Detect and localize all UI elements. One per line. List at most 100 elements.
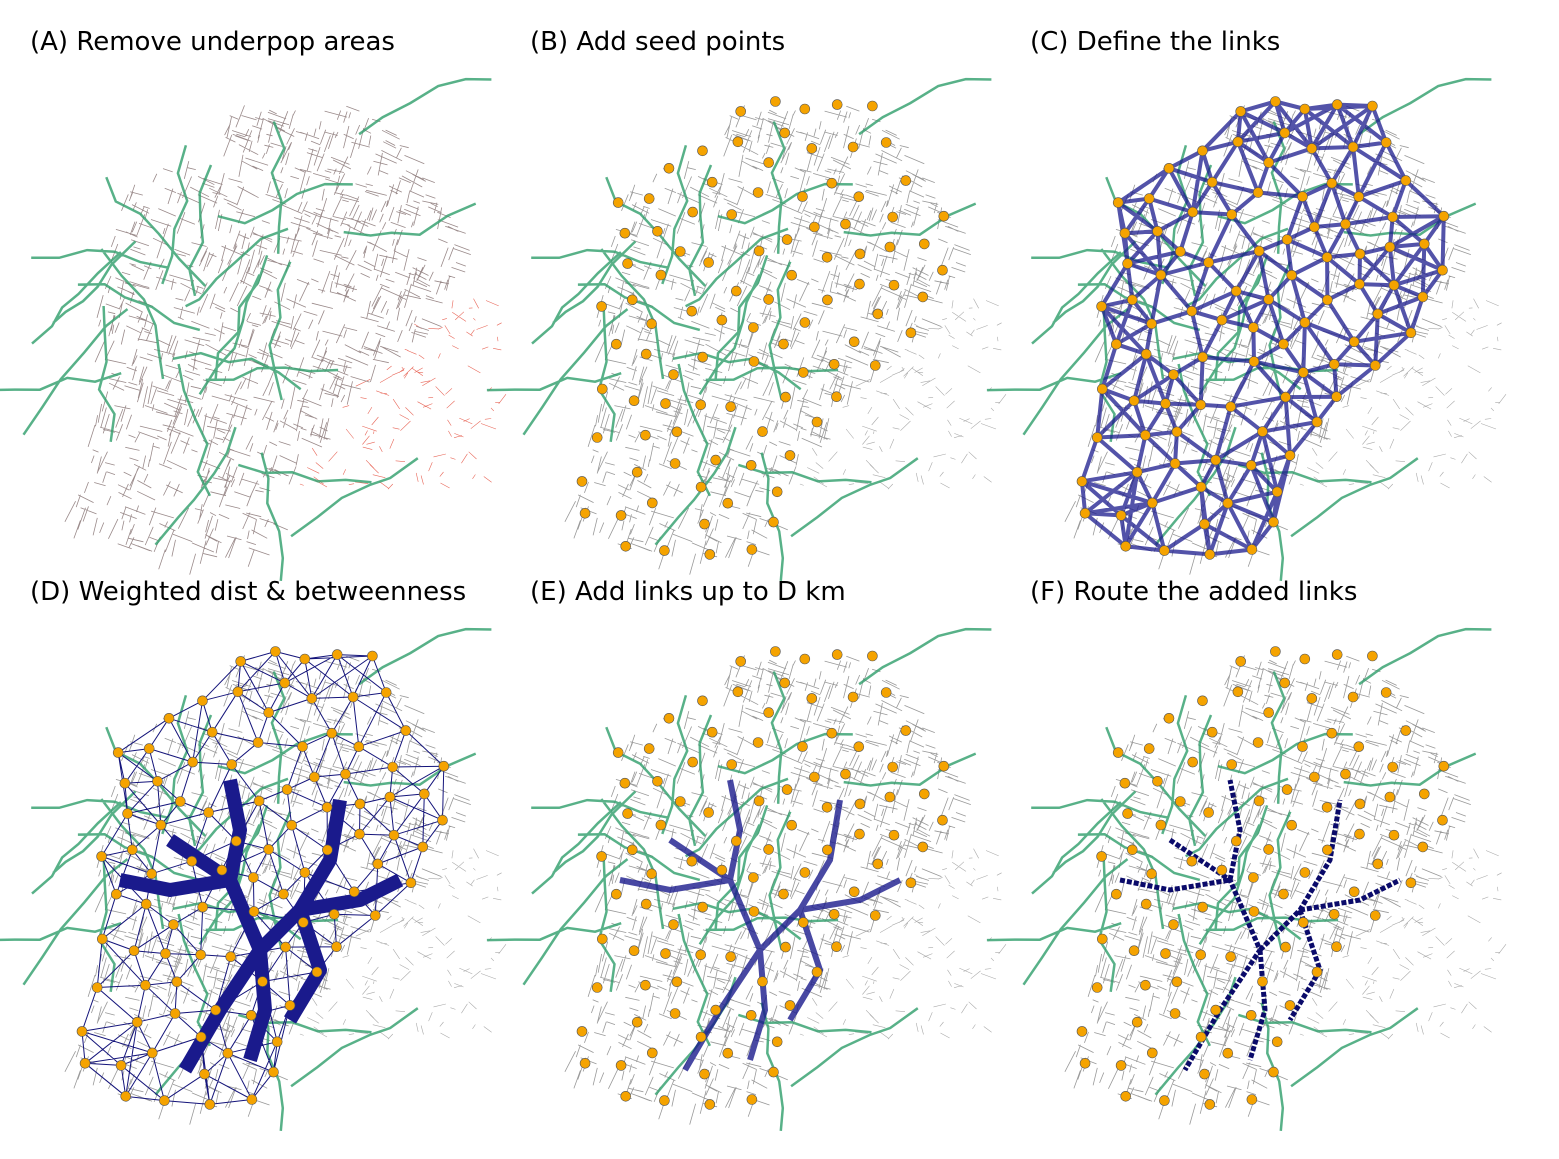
seed-point (771, 486, 783, 498)
seed-point (1235, 106, 1246, 117)
panel-title: (F) Route the added links (1030, 577, 1357, 607)
seed-point (299, 867, 311, 878)
seed-point (779, 127, 791, 139)
seed-point (369, 910, 381, 921)
seed-point (1384, 791, 1396, 803)
seed-point (821, 801, 833, 813)
seed-point (195, 949, 206, 961)
seed-point (1169, 458, 1181, 469)
seed-point (1437, 814, 1448, 826)
seed-point (1226, 759, 1237, 770)
seed-point (880, 687, 892, 698)
seed-point (576, 1026, 588, 1037)
seed-point (627, 844, 638, 856)
seed-point (847, 691, 859, 703)
seed-point (235, 656, 246, 667)
seed-point (722, 497, 734, 509)
seed-point (828, 908, 840, 920)
seed-point (1140, 348, 1152, 360)
seed-point (1281, 234, 1293, 245)
seed-point (647, 497, 658, 509)
seed-point (1204, 549, 1216, 560)
seed-point (591, 432, 603, 443)
seed-point (1367, 650, 1378, 662)
seed-point (1111, 888, 1122, 900)
seed-point (1348, 886, 1360, 898)
seed-point (159, 1095, 170, 1106)
seed-point (1369, 910, 1381, 921)
seed-point (197, 695, 208, 707)
seed-point (663, 713, 675, 724)
seed-point (1405, 877, 1417, 889)
seed-point (96, 851, 107, 862)
seed-point (781, 234, 793, 245)
seed-point (763, 157, 775, 168)
seed-point (1222, 1047, 1234, 1059)
seed-point (1175, 246, 1186, 257)
seed-point (122, 808, 133, 819)
seed-point (1263, 707, 1275, 718)
seed-point (884, 241, 896, 253)
seed-point (1140, 429, 1151, 441)
seed-point (1147, 1047, 1158, 1059)
seed-point (612, 747, 624, 758)
seed-point (1278, 338, 1289, 350)
seed-point (1163, 713, 1175, 724)
seed-point (1152, 776, 1163, 787)
seed-point (1299, 317, 1311, 328)
seed-point (1311, 416, 1323, 428)
seed-point (1268, 1066, 1279, 1078)
seed-point (1253, 795, 1265, 807)
seed-point (611, 888, 622, 900)
seed-point (248, 906, 260, 917)
seed-point (1231, 835, 1242, 847)
seed-point (655, 819, 667, 831)
seed-point (768, 1066, 779, 1078)
seed-point (169, 1008, 181, 1019)
seed-point (1199, 518, 1210, 530)
seed-point (710, 454, 721, 466)
map (986, 627, 1507, 1132)
seed-point (268, 1066, 279, 1078)
seed-point (1195, 949, 1206, 961)
seed-point (79, 1057, 91, 1069)
seed-point (697, 351, 708, 363)
seed-point (757, 426, 768, 437)
seed-point (91, 982, 103, 993)
seed-point (697, 695, 708, 707)
seed-point (748, 356, 760, 367)
seed-point (704, 1099, 716, 1110)
seed-point (297, 917, 309, 928)
seed-point (1197, 145, 1208, 157)
seed-point (1210, 1004, 1221, 1016)
seed-point (722, 1047, 734, 1059)
seed-point (628, 395, 640, 407)
seed-point (652, 226, 663, 237)
seed-point (1309, 221, 1320, 233)
seed-point (1197, 351, 1208, 363)
seed-point (1279, 127, 1291, 139)
seed-point (631, 466, 643, 478)
seed-point (1168, 919, 1179, 930)
seed-point (1284, 1000, 1296, 1011)
seed-point (1438, 210, 1450, 222)
seed-point (640, 898, 652, 910)
seed-point (1354, 278, 1365, 290)
seed-point (784, 1000, 796, 1011)
seed-point (1143, 193, 1155, 204)
seed-point (306, 693, 318, 704)
seed-point (710, 1004, 721, 1016)
seed-point (757, 976, 768, 987)
seed-point (831, 941, 842, 953)
seed-point (675, 246, 686, 257)
seed-point (1299, 103, 1311, 115)
seed-point (1380, 137, 1392, 148)
seed-point (186, 855, 198, 867)
seed-point (1263, 294, 1274, 305)
seed-point (831, 99, 843, 110)
seed-point (246, 1094, 258, 1105)
seed-point (195, 1031, 207, 1043)
seed-point (1231, 285, 1242, 297)
seed-point (1147, 497, 1158, 509)
seed-point (1297, 917, 1309, 928)
